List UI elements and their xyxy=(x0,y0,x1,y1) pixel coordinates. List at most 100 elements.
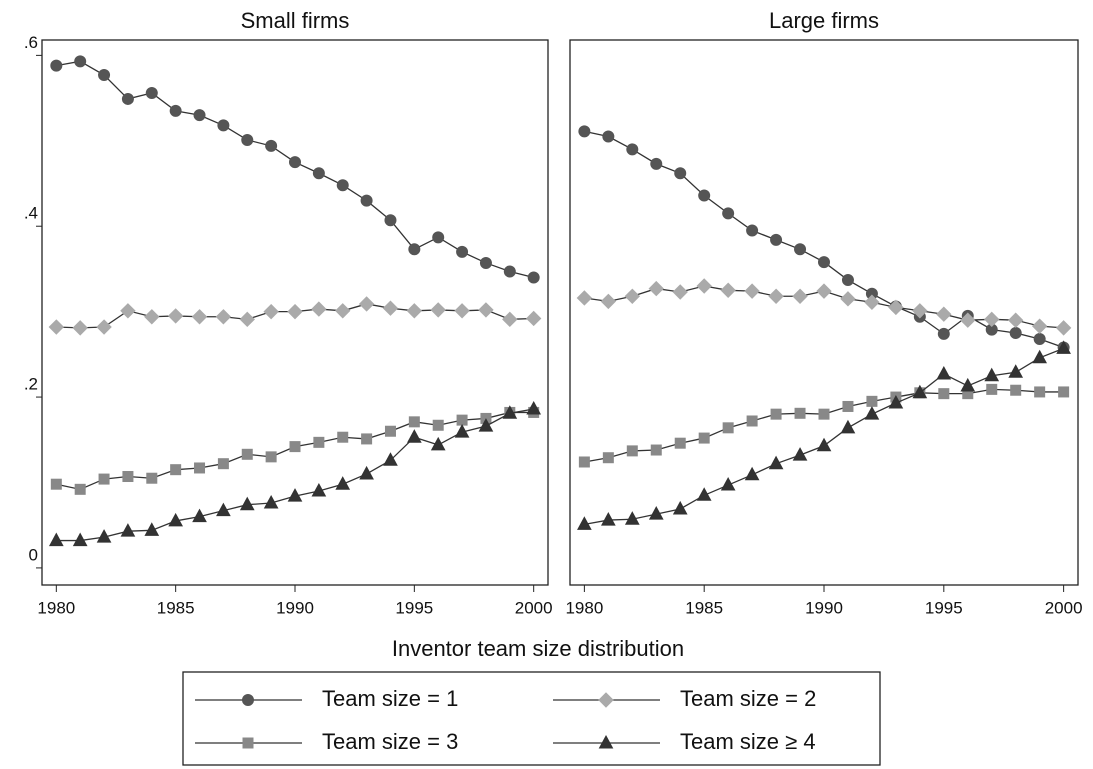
marker xyxy=(74,55,87,68)
marker xyxy=(239,311,255,328)
marker xyxy=(1009,327,1022,340)
marker xyxy=(503,265,516,278)
marker xyxy=(1034,386,1046,398)
marker xyxy=(744,466,760,481)
marker xyxy=(526,400,542,415)
marker xyxy=(866,395,878,407)
marker xyxy=(842,400,854,412)
marker xyxy=(408,416,420,428)
marker xyxy=(648,280,664,297)
marker xyxy=(624,288,641,304)
marker xyxy=(984,367,1000,382)
marker xyxy=(864,294,880,310)
legend-marker xyxy=(242,694,254,706)
marker xyxy=(217,119,230,132)
marker xyxy=(193,109,206,122)
marker xyxy=(577,516,592,530)
marker xyxy=(192,508,207,523)
marker xyxy=(407,429,422,443)
marker xyxy=(650,444,662,456)
marker xyxy=(287,303,303,320)
marker xyxy=(478,302,494,318)
marker xyxy=(674,167,687,180)
marker xyxy=(792,447,808,461)
marker xyxy=(170,464,182,476)
legend-box xyxy=(182,671,881,766)
marker xyxy=(936,306,952,322)
marker xyxy=(241,133,254,146)
marker xyxy=(432,419,444,431)
marker xyxy=(98,473,110,485)
marker xyxy=(527,271,540,284)
marker xyxy=(602,130,615,143)
marker xyxy=(864,406,880,420)
x-tick-label: 1985 xyxy=(685,598,723,617)
marker xyxy=(430,436,446,451)
marker xyxy=(98,69,111,82)
marker xyxy=(746,224,759,237)
y-tick-label: 0 xyxy=(29,545,38,564)
panel-title: Small firms xyxy=(241,8,350,33)
x-tick-label: 1995 xyxy=(395,598,433,617)
plot-frame xyxy=(569,39,1079,586)
marker xyxy=(144,522,160,536)
marker xyxy=(456,245,469,258)
marker xyxy=(263,494,279,509)
marker xyxy=(96,319,112,335)
marker xyxy=(720,477,736,491)
marker xyxy=(792,288,808,304)
marker xyxy=(650,157,663,170)
marker xyxy=(578,456,590,468)
marker xyxy=(311,301,327,317)
marker xyxy=(74,483,86,495)
marker xyxy=(169,104,182,117)
marker xyxy=(239,496,255,511)
marker xyxy=(145,86,158,99)
marker xyxy=(937,327,950,340)
marker xyxy=(698,189,711,202)
marker xyxy=(768,288,784,304)
marker xyxy=(720,282,736,298)
marker xyxy=(938,388,950,400)
y-tick-label: .4 xyxy=(24,204,38,223)
marker xyxy=(454,303,470,319)
marker xyxy=(335,476,351,490)
marker xyxy=(265,139,278,152)
x-tick-label: 1985 xyxy=(157,598,195,617)
legend-label: Team size = 1 xyxy=(322,686,458,711)
legend-marker xyxy=(242,737,254,749)
marker xyxy=(168,512,183,527)
marker xyxy=(383,452,398,466)
marker xyxy=(432,231,445,244)
marker xyxy=(120,303,136,319)
marker xyxy=(912,303,928,319)
legend-marker xyxy=(598,692,614,708)
marker xyxy=(384,425,396,437)
marker xyxy=(265,451,277,463)
marker xyxy=(816,437,832,452)
marker xyxy=(359,465,374,480)
marker xyxy=(794,243,807,256)
marker xyxy=(215,309,232,325)
marker xyxy=(454,424,470,438)
marker xyxy=(191,309,208,325)
x-tick-label: 1995 xyxy=(925,598,963,617)
x-axis-title: Inventor team size distribution xyxy=(392,636,684,661)
marker xyxy=(384,214,397,227)
marker xyxy=(816,283,832,299)
marker xyxy=(1007,312,1024,328)
marker xyxy=(146,472,158,484)
marker xyxy=(722,207,735,220)
marker xyxy=(502,405,518,419)
marker xyxy=(840,419,856,434)
marker xyxy=(1055,320,1072,336)
marker xyxy=(672,284,688,300)
marker xyxy=(313,436,325,448)
marker xyxy=(430,302,446,318)
marker xyxy=(120,523,136,537)
marker xyxy=(1008,364,1024,378)
marker xyxy=(502,311,518,328)
marker xyxy=(768,455,784,470)
marker xyxy=(696,278,712,294)
